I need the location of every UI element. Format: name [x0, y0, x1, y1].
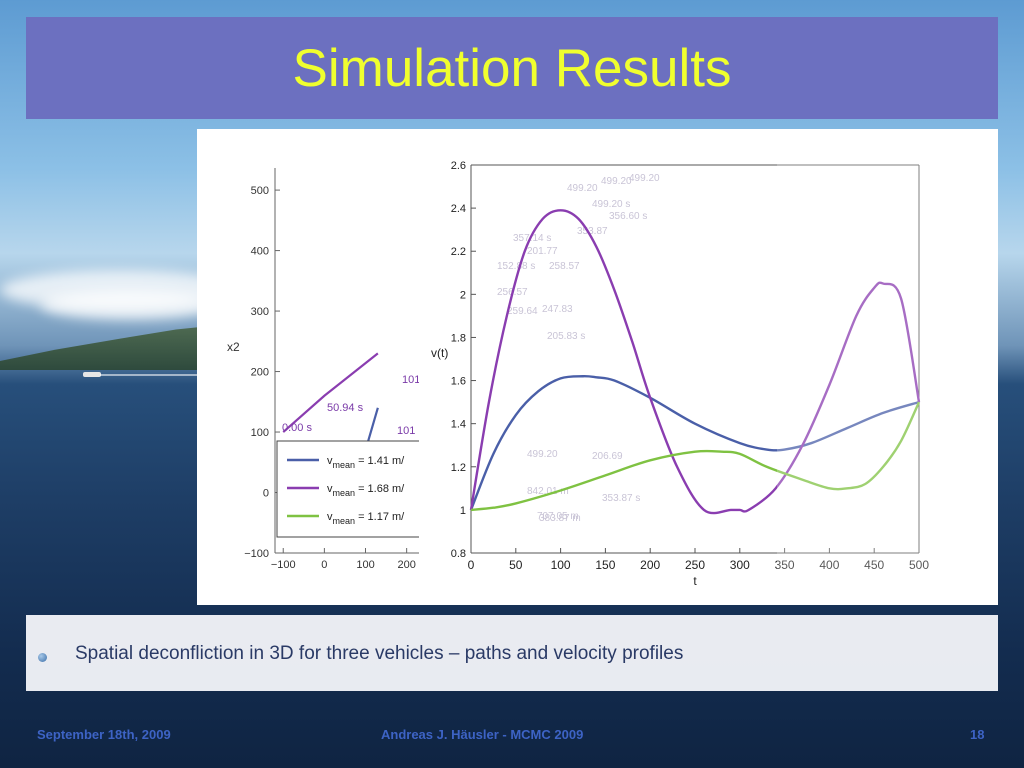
y-tick-label: 400	[251, 246, 269, 258]
x-tick-label: 450	[864, 558, 884, 572]
faint-overlay-label: 353.87 s	[602, 493, 640, 504]
x-tick-label: 200	[640, 558, 660, 572]
boat-wake	[100, 374, 220, 376]
faint-overlay-label: 259.64	[507, 306, 538, 317]
faint-overlay-label: 201.77	[527, 246, 558, 257]
y-tick-label: 1.4	[451, 419, 466, 431]
path-plot-svg: −1000100200300400500−1000100200x2x10.00 …	[227, 168, 419, 571]
faint-overlay-label: 258.57	[549, 261, 580, 272]
faint-overlay-label: 499.20	[567, 183, 598, 194]
page-number: 18	[970, 727, 985, 742]
faint-overlay-label: 842.01 m	[527, 486, 569, 497]
path-series-2	[282, 352, 379, 433]
faint-overlay-label: 356.60 s	[609, 211, 647, 222]
velocity-series-2	[469, 209, 921, 515]
y-tick-label: 300	[251, 306, 269, 318]
boat	[83, 372, 101, 377]
y-tick-label: 1.6	[451, 376, 466, 388]
x-tick-label: 350	[775, 558, 795, 572]
caption-box: Spatial deconfliction in 3D for three ve…	[26, 615, 998, 691]
y-tick-label: 1	[460, 505, 466, 517]
faint-overlay-label: 499.20 s	[592, 199, 630, 210]
x-tick-label: 300	[730, 558, 750, 572]
path-annotation: 101.8	[402, 374, 419, 386]
y-tick-label: 2	[460, 289, 466, 301]
caption-text: Spatial deconfliction in 3D for three ve…	[75, 643, 684, 664]
path-annotation: 50.94 s	[327, 402, 364, 414]
path-annotation: 0.00 s	[282, 422, 312, 434]
faint-overlay-label: 357.14 s	[513, 233, 551, 244]
title-bar: Simulation Results	[26, 17, 998, 119]
faint-overlay-label: 499.20	[629, 173, 660, 184]
velocity-plot: 499.20 499.20 499.20 s 356.60 s 353.87 357.14…	[419, 129, 998, 605]
faint-overlay-label: 499.20	[601, 176, 632, 187]
faint-overlay-label: 707.05 m	[537, 511, 579, 522]
faint-overlay-label: 499.20	[527, 449, 558, 460]
x-tick-label: 400	[819, 558, 839, 572]
footer-author: Andreas J. Häusler - MCMC 2009	[381, 727, 584, 742]
y-axis-label: v(t)	[431, 346, 448, 360]
y-tick-label: 1.2	[451, 462, 466, 474]
image-fade-overlay	[777, 129, 998, 605]
x-tick-label: 50	[509, 558, 523, 572]
y-tick-label: 1.8	[451, 332, 466, 344]
y-tick-label: 2.6	[451, 160, 466, 172]
x-tick-label: 150	[595, 558, 615, 572]
y-tick-label: 2.4	[451, 203, 466, 215]
footer-date: September 18th, 2009	[37, 727, 171, 742]
x-axis-label: t	[693, 574, 697, 588]
faint-overlay-label: 247.83	[542, 304, 573, 315]
x-tick-label: −100	[271, 559, 296, 571]
faint-overlay-label: 205.83 s	[547, 331, 585, 342]
y-tick-label: 2.2	[451, 246, 466, 258]
y-axis-label: x2	[227, 340, 240, 354]
y-tick-label: 500	[251, 185, 269, 197]
cloud	[40, 290, 220, 320]
y-tick-label: 0	[263, 488, 269, 500]
faint-overlay-label: 353.87	[577, 226, 608, 237]
path-plot: −1000100200300400500−1000100200x2x10.00 …	[197, 129, 419, 605]
faint-overlay-label: 383.87 m	[539, 513, 581, 524]
x-tick-label: 200	[397, 559, 415, 571]
legend-label: vmean = 1.41 m/	[327, 455, 405, 470]
figure-panel: −1000100200300400500−1000100200x2x10.00 …	[197, 129, 998, 605]
velocity-series-3	[470, 401, 921, 512]
y-tick-label: 0.8	[451, 548, 466, 560]
faint-overlay-label: 152.88 s	[497, 261, 535, 272]
x-tick-label: 250	[685, 558, 705, 572]
bullet-icon	[38, 653, 47, 662]
legend-label: vmean = 1.68 m/	[327, 483, 405, 498]
legend-label: vmean = 1.17 m/	[327, 511, 405, 526]
y-tick-label: 200	[251, 367, 269, 379]
y-tick-label: −100	[244, 548, 269, 560]
x-tick-label: 100	[356, 559, 374, 571]
y-tick-label: 100	[251, 427, 269, 439]
x-tick-label: 500	[909, 558, 929, 572]
faint-overlay-label: 206.69	[592, 451, 623, 462]
island	[0, 325, 220, 370]
x-tick-label: 100	[551, 558, 571, 572]
path-annotation: 101	[397, 425, 415, 437]
x-tick-label: 0	[321, 559, 327, 571]
slide-title: Simulation Results	[292, 38, 732, 98]
x-tick-label: 0	[468, 558, 475, 572]
